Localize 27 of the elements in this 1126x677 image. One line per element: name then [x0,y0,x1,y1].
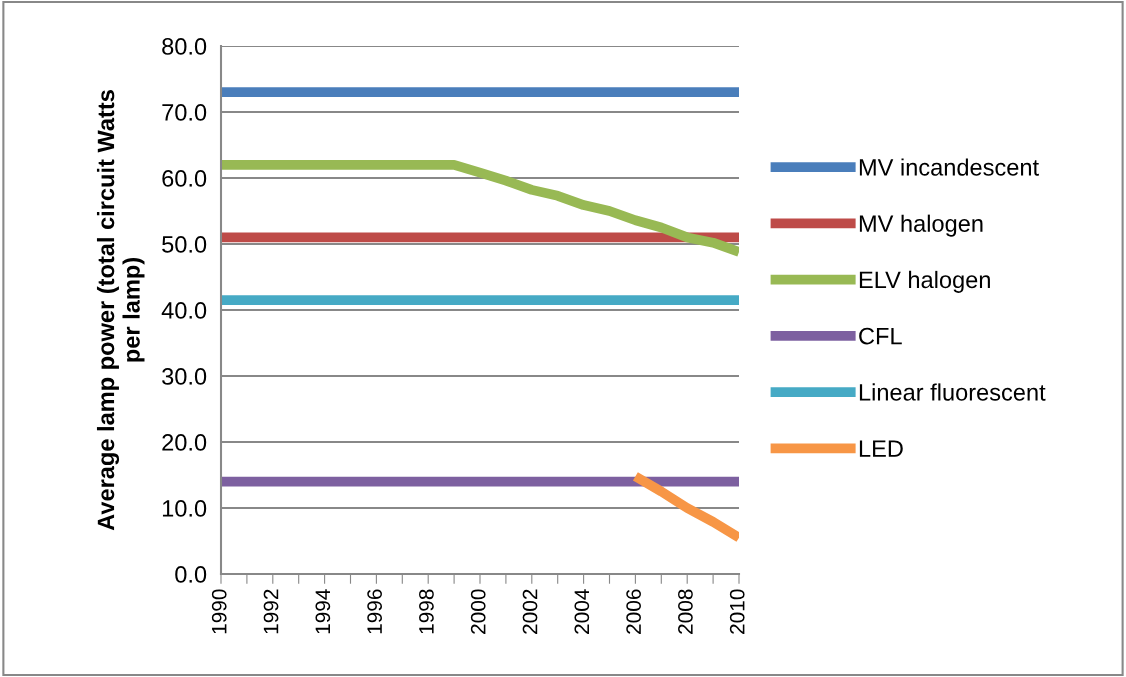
legend-label: Linear fluorescent [859,383,1046,401]
legend-label: ELV halogen [859,270,990,293]
x-tick-label: 1990 [211,589,227,634]
x-tick-label: 1992 [263,589,279,634]
y-tick-label: 20.0 [162,434,207,451]
x-tick-label: 2008 [678,589,693,634]
legend-label: CFL [859,327,902,345]
x-tick-label: 1998 [419,589,434,634]
y-tick-label: 40.0 [161,302,207,319]
legend-label: MV incandescent [859,158,1039,176]
y-tick-label: 60.0 [162,170,207,187]
y-tick-label: 80.0 [162,38,207,55]
x-tick-label: 2000 [470,589,486,634]
legend-label: LED [859,440,903,457]
x-tick-label: 2006 [626,589,641,634]
x-tick-label: 1996 [367,589,382,634]
y-tick-label: 30.0 [162,368,207,385]
y-tick-label: 70.0 [162,104,207,121]
x-tick-label: 2010 [729,589,745,634]
legend-label: MV halogen [859,214,983,237]
x-tick-label: 1994 [315,589,331,634]
y-tick-label: 0.0 [175,566,207,583]
y-axis-title: Average lamp power (total circuit Watts per lamp) [96,90,145,531]
y-tick-label: 50.0 [162,236,207,253]
x-tick-label: 2004 [574,589,590,634]
y-tick-label: 10.0 [162,500,207,517]
x-tick-label: 2002 [522,589,538,634]
